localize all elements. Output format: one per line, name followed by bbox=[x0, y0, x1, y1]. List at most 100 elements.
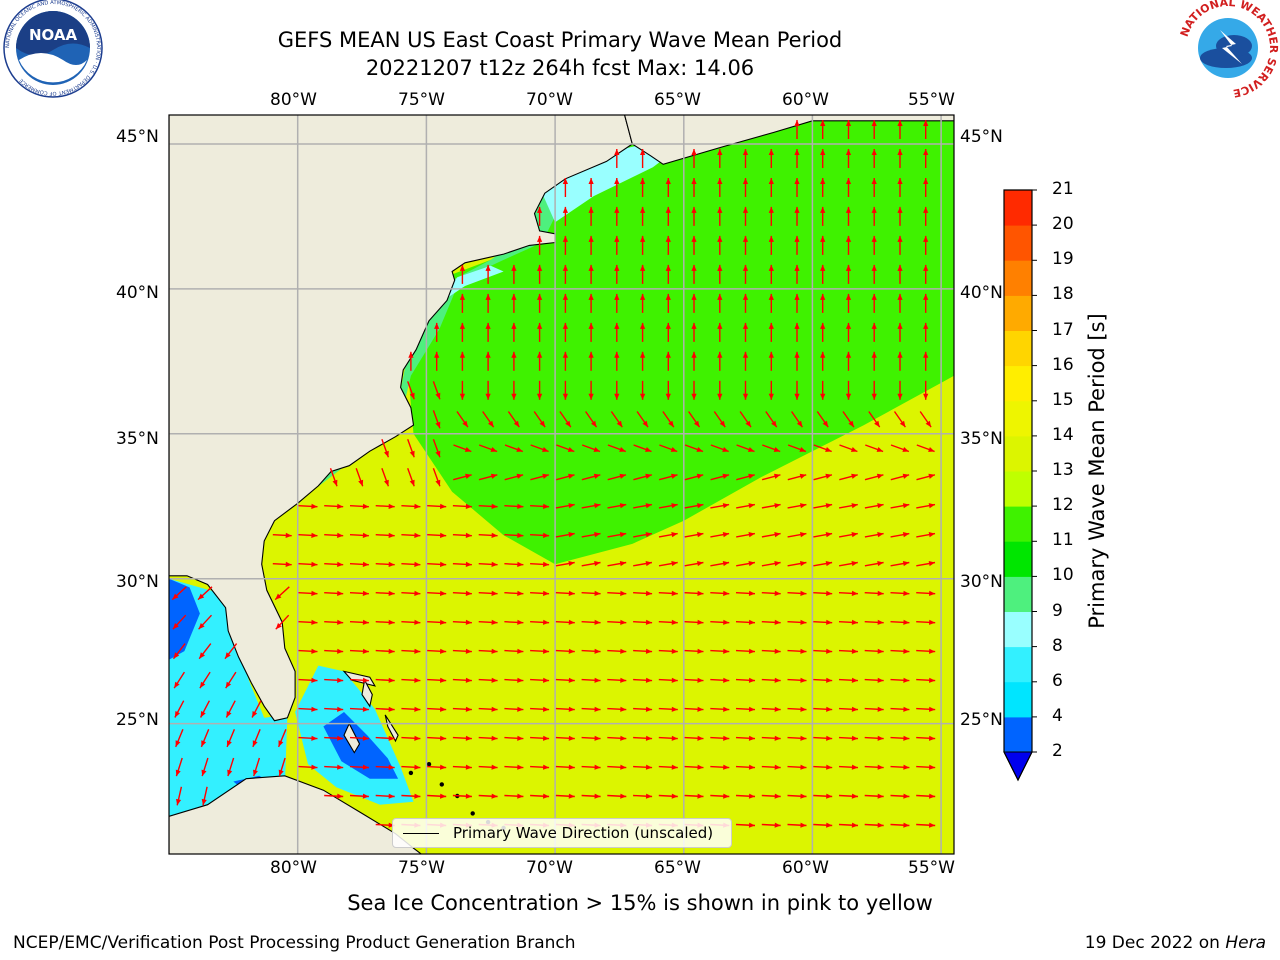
arrow-head bbox=[358, 479, 364, 487]
wave-direction-arrow bbox=[530, 648, 550, 654]
arrow-head bbox=[748, 473, 755, 479]
arrow-head bbox=[851, 473, 858, 479]
wave-direction-arrow bbox=[838, 822, 859, 828]
wave-direction-arrow bbox=[658, 706, 678, 712]
colorbar-tick-label: 18 bbox=[1052, 284, 1074, 305]
wave-direction-arrow bbox=[324, 706, 344, 712]
arrow-head bbox=[465, 764, 472, 770]
arrow-head bbox=[748, 735, 755, 741]
wave-direction-arrow bbox=[588, 178, 594, 197]
arrow-head bbox=[645, 503, 652, 509]
wave-direction-arrow bbox=[401, 561, 421, 567]
wave-direction-arrow bbox=[662, 411, 675, 428]
arrow-head bbox=[620, 590, 627, 596]
arrow-head bbox=[645, 648, 653, 654]
wave-direction-arrow bbox=[478, 648, 498, 654]
wave-direction-arrow bbox=[658, 648, 678, 654]
wave-direction-arrow bbox=[607, 532, 627, 538]
top-tick-55w: 55°W bbox=[908, 90, 955, 110]
arrow-head bbox=[768, 322, 774, 329]
arrow-head bbox=[903, 735, 910, 741]
arrow-head bbox=[928, 561, 935, 567]
arrow-head bbox=[199, 652, 205, 659]
wave-direction-arrow bbox=[864, 706, 884, 712]
wave-direction-arrow bbox=[794, 293, 800, 313]
colorbar-tick-label: 14 bbox=[1052, 424, 1074, 445]
arrow-head bbox=[384, 479, 389, 487]
wave-direction-arrow bbox=[555, 590, 575, 596]
wave-direction-arrow bbox=[684, 619, 704, 625]
arrow-head bbox=[800, 764, 807, 770]
arrow-head bbox=[748, 619, 755, 625]
arrow-head bbox=[275, 623, 282, 630]
arrow-head bbox=[199, 681, 206, 689]
arrow-head bbox=[225, 681, 232, 689]
wave-direction-arrow bbox=[684, 793, 704, 799]
wave-direction-arrow bbox=[871, 235, 877, 255]
wave-direction-arrow bbox=[633, 590, 653, 596]
arrow-head bbox=[871, 393, 877, 400]
arrow-head bbox=[902, 447, 909, 452]
wave-direction-arrow bbox=[864, 764, 884, 770]
wave-direction-arrow bbox=[459, 293, 465, 313]
arrow-head bbox=[517, 648, 524, 654]
arrow-head bbox=[619, 473, 626, 479]
wave-direction-arrow bbox=[349, 735, 369, 741]
wave-direction-arrow bbox=[530, 444, 549, 453]
wave-direction-arrow bbox=[401, 532, 421, 538]
right-tick-30n: 30°N bbox=[960, 572, 1003, 592]
arrow-head bbox=[517, 590, 524, 596]
arrow-head bbox=[491, 590, 498, 596]
arrow-head bbox=[485, 293, 491, 300]
wave-direction-arrow bbox=[658, 590, 678, 596]
wave-direction-arrow bbox=[482, 411, 495, 428]
arrow-head bbox=[748, 532, 755, 538]
wave-direction-arrow bbox=[537, 206, 543, 226]
wave-direction-arrow bbox=[768, 206, 774, 226]
arrow-head bbox=[594, 561, 601, 567]
wave-direction-arrow bbox=[787, 822, 807, 828]
wave-direction-arrow bbox=[791, 411, 803, 428]
wave-direction-arrow bbox=[640, 293, 646, 313]
arrow-head bbox=[903, 590, 910, 596]
left-tick-40n: 40°N bbox=[116, 283, 159, 303]
colorbar-tick-label: 17 bbox=[1052, 319, 1074, 340]
arrow-head bbox=[851, 764, 858, 770]
wave-direction-arrow bbox=[742, 264, 749, 284]
arrow-head bbox=[903, 793, 910, 799]
wave-direction-arrow bbox=[453, 473, 472, 481]
arrow-head bbox=[691, 322, 697, 329]
colorbar-segment-14 bbox=[1004, 400, 1032, 437]
arrow-head bbox=[465, 503, 472, 509]
wave-direction-arrow bbox=[640, 322, 646, 342]
arrow-head bbox=[568, 706, 575, 712]
arrow-head bbox=[568, 677, 575, 683]
arrow-head bbox=[485, 264, 491, 271]
arrow-head bbox=[311, 590, 318, 596]
arrow-head bbox=[176, 798, 182, 806]
wave-direction-arrow bbox=[530, 473, 549, 481]
wave-direction-arrow bbox=[717, 380, 723, 400]
arrow-head bbox=[826, 735, 833, 741]
wave-direction-arrow bbox=[274, 586, 290, 601]
wave-direction-arrow bbox=[614, 235, 620, 255]
arrow-head bbox=[362, 532, 369, 538]
arrow-head bbox=[491, 706, 498, 712]
arrow-head bbox=[311, 677, 318, 683]
arrow-head bbox=[717, 235, 723, 242]
arrow-head bbox=[794, 149, 800, 155]
arrow-head bbox=[877, 503, 884, 509]
wave-direction-arrow bbox=[459, 264, 465, 284]
wave-direction-arrow bbox=[562, 380, 568, 400]
wave-direction-arrow bbox=[787, 503, 807, 509]
wave-direction-arrow bbox=[787, 532, 807, 538]
arrow-head bbox=[768, 293, 774, 300]
arrow-head bbox=[845, 149, 852, 155]
arrow-head bbox=[774, 473, 781, 479]
map-legend: Primary Wave Direction (unscaled) bbox=[392, 818, 732, 848]
arrow-head bbox=[774, 764, 781, 770]
wave-direction-arrow bbox=[298, 503, 318, 509]
arrow-head bbox=[800, 590, 807, 596]
wave-direction-arrow bbox=[684, 503, 704, 509]
arrow-head bbox=[337, 590, 344, 596]
